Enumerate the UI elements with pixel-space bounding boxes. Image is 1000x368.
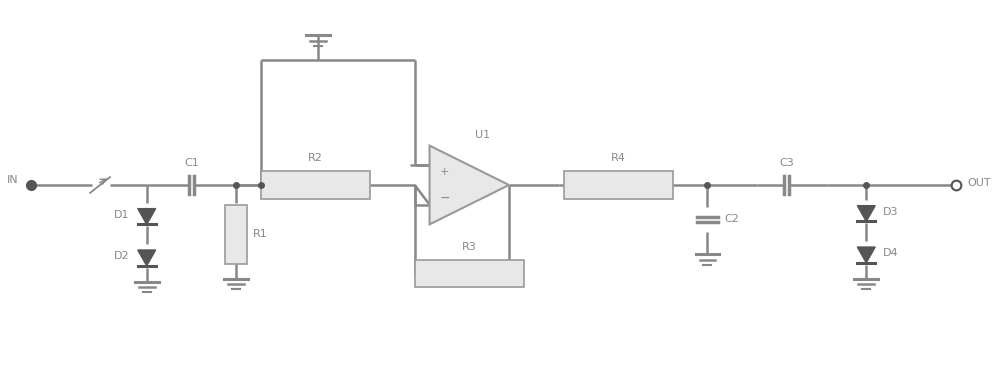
Text: C2: C2 [724,215,739,224]
Text: IN: IN [7,175,19,185]
Text: C3: C3 [779,158,794,168]
Polygon shape [857,247,875,263]
Text: R4: R4 [611,153,626,163]
Bar [225,205,247,264]
Text: D1: D1 [114,209,130,220]
Text: R2: R2 [308,153,323,163]
Text: U1: U1 [475,130,490,140]
Text: R1: R1 [253,229,268,239]
Bar [415,260,524,287]
Polygon shape [138,209,156,224]
Bar [564,171,673,199]
Text: R3: R3 [462,242,477,252]
Text: OUT: OUT [968,178,991,188]
Text: D2: D2 [114,251,130,261]
Text: D4: D4 [883,248,899,258]
Text: +: + [439,167,449,177]
Text: C1: C1 [184,158,199,168]
Text: D3: D3 [883,206,899,217]
Polygon shape [857,206,875,222]
Text: −: − [439,192,450,205]
Bar [261,171,370,199]
Polygon shape [138,250,156,266]
Polygon shape [430,146,509,224]
